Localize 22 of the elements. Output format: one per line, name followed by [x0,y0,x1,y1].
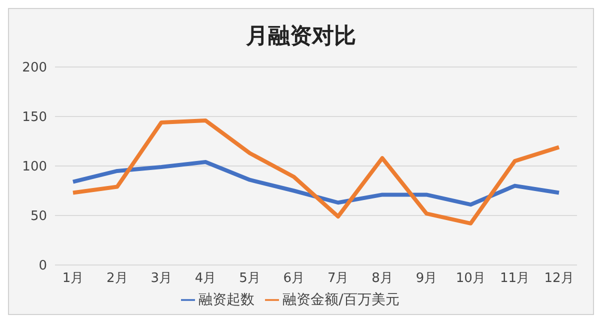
x-tick-label: 1月 [62,271,84,286]
x-tick-label: 5月 [239,271,260,286]
line-series [71,160,561,207]
x-tick-label: 3月 [150,271,172,286]
x-tick-label: 2月 [106,271,128,286]
x-tick-label: 10月 [456,271,486,286]
y-tick-label: 200 [22,60,47,76]
legend-label: 融资金额/百万美元 [282,292,400,308]
x-tick-label: 11月 [500,271,530,286]
chart-title: 月融资对比 [245,23,357,51]
y-tick-label: 100 [22,160,47,175]
y-tick-label: 50 [30,209,47,224]
x-tick-label: 12月 [544,271,574,286]
y-tick-label: 150 [22,110,47,126]
y-tick-label: 0 [38,258,47,274]
legend-label: 融资起数 [198,292,255,308]
x-tick-label: 6月 [283,271,305,286]
x-tick-label: 7月 [327,271,349,286]
line-series [71,118,561,226]
x-tick-label: 8月 [372,271,393,286]
x-tick-label: 9月 [416,271,438,286]
x-tick-label: 4月 [194,271,216,286]
